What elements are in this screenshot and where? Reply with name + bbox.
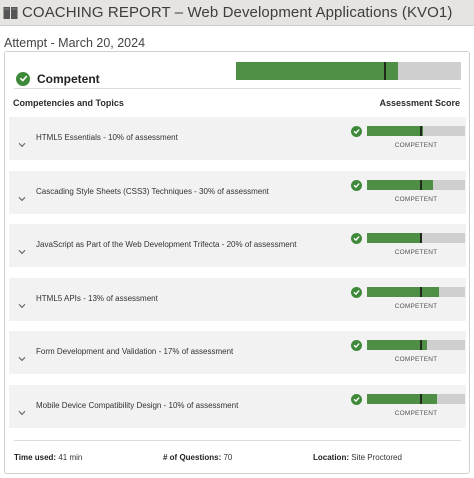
competency-threshold-marker — [419, 179, 422, 190]
competency-status: COMPETENT — [394, 302, 438, 310]
book-icon — [3, 6, 18, 20]
overall-threshold-marker — [383, 62, 386, 80]
overall-result: Competent — [14, 61, 461, 96]
header-divider — [14, 88, 461, 89]
competency-label: HTML5 Essentials - 10% of assessment — [36, 133, 178, 142]
chevron-down-icon[interactable] — [18, 349, 26, 362]
competency-score-fill — [367, 340, 427, 350]
chevron-down-icon[interactable] — [18, 135, 26, 148]
competency-threshold-marker — [419, 393, 422, 404]
competency-status: COMPETENT — [394, 249, 438, 256]
time-used: Time used: 41 min — [14, 453, 82, 462]
competency-label: Cascading Style Sheets (CSS3) Techniques… — [36, 186, 269, 196]
check-circle-icon — [16, 71, 30, 86]
title-bar: COACHING REPORT – Web Development Applic… — [0, 0, 474, 26]
competency-score-bar — [367, 393, 465, 404]
competency-status: COMPETENT — [394, 142, 438, 149]
competency-row[interactable]: Cascading Style Sheets (CSS3) Techniques… — [9, 170, 466, 214]
chevron-down-icon[interactable] — [18, 296, 26, 308]
competency-row[interactable]: JavaScript as Part of the Web Developmen… — [9, 224, 466, 267]
competency-threshold-marker — [419, 233, 422, 243]
competency-row[interactable]: HTML5 Essentials - 10% of assessment COMP… — [9, 117, 466, 160]
check-circle-icon — [351, 233, 362, 244]
competency-label: HTML5 APIs - 13% of assessment — [36, 293, 158, 303]
competency-status: COMPETENT — [394, 409, 438, 417]
competency-threshold-marker — [419, 126, 422, 136]
exam-location-value: Site Proctored — [351, 453, 402, 462]
competency-score-bar — [367, 340, 465, 350]
question-count-label: # of Questions: — [163, 453, 222, 462]
competency-score-fill — [367, 179, 433, 190]
attempt-date: Attempt - March 20, 2024 — [4, 36, 146, 50]
competency-label: JavaScript as Part of the Web Developmen… — [36, 240, 297, 249]
competency-score-bar — [367, 233, 465, 243]
competency-row[interactable]: Mobile Device Compatibility Design - 10%… — [9, 384, 466, 428]
competency-label: Form Development and Validation - 17% of… — [36, 347, 234, 356]
time-used-label: Time used: — [14, 453, 57, 462]
competency-row[interactable]: Form Development and Validation - 17% of… — [9, 331, 466, 374]
overall-status-label: Competent — [37, 71, 100, 86]
check-circle-icon — [351, 126, 362, 137]
exam-location: Location: Site Proctored — [313, 453, 402, 462]
report-card: Competent Competencies and Topics Assess… — [4, 51, 470, 474]
competency-label: Mobile Device Compatibility Design - 10%… — [36, 400, 239, 410]
overall-score-bar — [236, 62, 461, 80]
competency-threshold-marker — [419, 340, 422, 350]
check-circle-icon — [351, 286, 362, 298]
competency-threshold-marker — [419, 286, 422, 297]
competency-score-bar — [367, 286, 465, 297]
chevron-down-icon[interactable] — [18, 242, 26, 255]
exam-location-label: Location: — [313, 453, 349, 462]
chevron-down-icon[interactable] — [18, 403, 26, 415]
competency-score-fill — [367, 286, 439, 297]
competencies-header: Competencies and Topics — [13, 98, 124, 108]
check-circle-icon — [351, 393, 362, 405]
competency-status: COMPETENT — [394, 356, 438, 363]
competency-score-bar — [367, 126, 465, 136]
footer-divider — [14, 440, 461, 441]
question-count-value: 70 — [223, 453, 233, 462]
check-circle-icon — [351, 179, 362, 191]
attempt-footer: Time used: 41 min # of Questions: 70 Loc… — [14, 449, 461, 467]
assessment-score-header: Assessment Score — [379, 98, 460, 108]
question-count: # of Questions: 70 — [163, 453, 232, 462]
competency-score-fill — [367, 126, 423, 136]
report-title: COACHING REPORT – Web Development Applic… — [22, 4, 453, 21]
chevron-down-icon[interactable] — [18, 189, 26, 201]
competency-status: COMPETENT — [394, 195, 438, 203]
competency-score-bar — [367, 179, 465, 190]
time-used-value: 41 min — [58, 453, 83, 462]
overall-score-fill — [236, 62, 398, 80]
competency-score-fill — [367, 233, 422, 243]
competency-row[interactable]: HTML5 APIs - 13% of assessment COMPETENT — [9, 277, 466, 321]
check-circle-icon — [351, 340, 362, 351]
competency-score-fill — [367, 393, 437, 404]
